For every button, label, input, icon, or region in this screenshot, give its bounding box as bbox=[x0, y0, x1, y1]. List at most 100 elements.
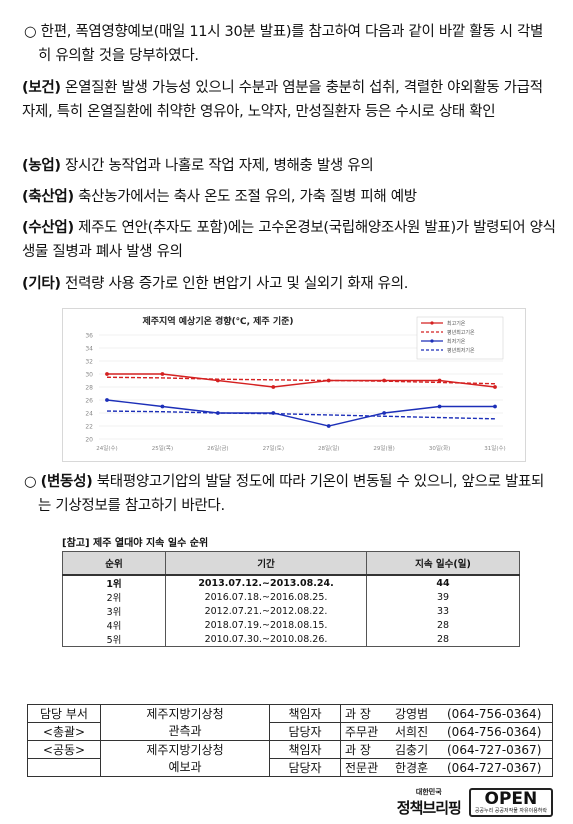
period-cell: 2013.07.12.~2013.08.24. bbox=[165, 575, 367, 590]
period-cell: 2012.07.21.~2012.08.22. bbox=[165, 604, 367, 618]
phone-cell: (064-756-0364) bbox=[443, 722, 553, 741]
phone-cell: (064-756-0364) bbox=[443, 704, 553, 723]
series-line-3 bbox=[106, 410, 496, 420]
table-row: 3위 2012.07.21.~2012.08.22. 33 bbox=[62, 604, 520, 618]
sector-label: (축산업) bbox=[22, 189, 74, 205]
phone-cell: (064-727-0367) bbox=[443, 740, 553, 759]
temperature-chart: 제주지역 예상기온 경향(℃, 제주 기준) 20 22 24 26 28 30 32 34 36… bbox=[62, 308, 526, 462]
period-cell: 2010.07.30.~2010.08.26. bbox=[165, 632, 367, 647]
y-tick-label: 28 bbox=[85, 385, 93, 392]
series-line-0 bbox=[107, 373, 496, 388]
data-point bbox=[437, 378, 442, 383]
logo-small-text: 대한민국 bbox=[415, 787, 442, 796]
period-cell: 2016.07.18.~2016.08.25. bbox=[165, 590, 367, 604]
org-main: 제주지방기상청 관측과 bbox=[100, 704, 270, 741]
org-joint: 제주지방기상청 예보과 bbox=[100, 740, 270, 777]
legend-label: 최고기온 bbox=[447, 320, 466, 327]
series-line-2 bbox=[106, 399, 495, 427]
kogl-open-logo: OPEN 공공누리 공공저작물 자유이용허락 bbox=[468, 787, 553, 817]
table-row: 5위 2010.07.30.~2010.08.26. 28 bbox=[62, 632, 520, 647]
data-point bbox=[493, 404, 497, 409]
contact-row: 담당 부서 제주지방기상청 관측과 책임자 과 장 강영범 (064-756-0… bbox=[27, 704, 553, 741]
sector-label: (보건) bbox=[22, 80, 61, 96]
footer-logos: 대한민국 정책브리핑 OPEN 공공누리 공공저작물 자유이용허락 bbox=[397, 786, 553, 818]
org-joint-line1: 제주지방기상청 bbox=[146, 742, 224, 757]
legend-marker bbox=[430, 321, 434, 325]
chart-title: 제주지역 예상기온 경향(℃, 제주 기준) bbox=[143, 315, 294, 327]
open-text: OPEN bbox=[484, 788, 538, 809]
sector-agriculture: (농업) 장시간 농작업과 나홀로 작업 자제, 병해충 발생 유의 bbox=[22, 154, 557, 178]
y-tick-label: 22 bbox=[85, 424, 93, 431]
contact-table: 담당 부서 제주지방기상청 관측과 책임자 과 장 강영범 (064-756-0… bbox=[27, 704, 553, 777]
legend-label: 최저기온 bbox=[447, 338, 466, 345]
rank-cell: 4위 bbox=[62, 618, 166, 632]
name-cell: 김충기 bbox=[391, 740, 443, 759]
sector-text: 축산농가에서는 축사 온도 조절 유의, 가축 질병 피해 예방 bbox=[78, 189, 417, 205]
title-cell: 과 장 bbox=[340, 740, 391, 759]
policy-briefing-logo: 대한민국 정책브리핑 bbox=[396, 787, 462, 818]
dept-joint: <공동> bbox=[27, 740, 101, 759]
rank-cell: 5위 bbox=[62, 632, 166, 647]
bullet-circle: ○ bbox=[24, 24, 37, 40]
table-header-row: 순위 기간 지속 일수(일) bbox=[62, 551, 520, 576]
variability-label: (변동성) bbox=[40, 474, 93, 490]
y-tick-label: 26 bbox=[85, 398, 93, 405]
name-cell: 강영범 bbox=[391, 704, 443, 723]
logo-big-text: 정책브리핑 bbox=[396, 798, 462, 817]
rank-cell: 2위 bbox=[62, 590, 166, 604]
days-cell: 39 bbox=[366, 590, 520, 604]
x-tick-label: 30일(화) bbox=[429, 444, 450, 452]
open-subtext: 공공누리 공공저작물 자유이용허락 bbox=[474, 807, 547, 814]
data-point bbox=[105, 398, 109, 402]
x-tick-label: 25일(목) bbox=[152, 444, 173, 452]
legend-marker bbox=[430, 339, 434, 343]
series-line-1 bbox=[106, 376, 496, 385]
table-row: 1위 2013.07.12.~2013.08.24. 44 bbox=[62, 575, 520, 590]
variability-paragraph: ○ (변동성) 북태평양고기압의 발달 정도에 따라 기온이 변동될 수 있으니… bbox=[24, 470, 556, 518]
reference-title: [참고] 제주 열대야 지속 일수 순위 bbox=[62, 538, 209, 549]
data-point bbox=[105, 372, 109, 376]
role-cell: 책임자 bbox=[269, 704, 341, 723]
role-cell: 책임자 bbox=[269, 740, 341, 759]
role-cell: 담당자 bbox=[269, 722, 341, 741]
rank-cell: 3위 bbox=[62, 604, 166, 618]
sector-label: (농업) bbox=[22, 158, 61, 174]
contact-row: <공동> 제주지방기상청 예보과 책임자 과 장 김충기 (064-727-03… bbox=[27, 740, 553, 777]
data-point bbox=[382, 411, 387, 415]
table-row: 2위 2016.07.18.~2016.08.25. 39 bbox=[62, 590, 520, 604]
y-tick-label: 20 bbox=[85, 437, 93, 444]
title-cell: 주무관 bbox=[340, 722, 391, 741]
y-tick-label: 36 bbox=[85, 333, 93, 340]
data-point bbox=[160, 372, 165, 376]
org-main-line1: 제주지방기상청 bbox=[146, 706, 224, 721]
legend-label: 평년최저기온 bbox=[447, 347, 475, 354]
sector-health: (보건) 온열질환 발생 가능성 있으니 수분과 염분을 충분히 섭취, 격렬한… bbox=[22, 76, 557, 124]
data-point bbox=[160, 404, 165, 409]
header-days: 지속 일수(일) bbox=[366, 551, 520, 576]
phone-cell: (064-727-0367) bbox=[443, 758, 553, 777]
variability-text: 북태평양고기압의 발달 정도에 따라 기온이 변동될 수 있으니, 앞으로 발표… bbox=[38, 474, 545, 514]
x-tick-label: 26일(금) bbox=[207, 444, 228, 452]
days-cell: 28 bbox=[366, 632, 520, 647]
data-point bbox=[437, 404, 442, 409]
y-tick-label: 34 bbox=[85, 346, 93, 353]
sector-text: 온열질환 발생 가능성 있으니 수분과 염분을 충분히 섭취, 격렬한 야외활동… bbox=[22, 80, 543, 120]
header-period: 기간 bbox=[165, 551, 367, 576]
dept-label: 담당 부서 bbox=[27, 704, 101, 723]
sector-label: (수산업) bbox=[22, 220, 74, 236]
sector-text: 전력량 사용 증가로 인한 변압기 사고 및 실외기 화재 유의. bbox=[65, 276, 409, 292]
days-cell: 33 bbox=[366, 604, 520, 618]
tropical-night-table: 순위 기간 지속 일수(일) 1위 2013.07.12.~2013.08.24… bbox=[62, 551, 520, 647]
x-tick-label: 24일(수) bbox=[96, 444, 117, 452]
name-cell: 서희진 bbox=[391, 722, 443, 741]
data-point bbox=[271, 385, 276, 389]
x-tick-label: 31일(수) bbox=[484, 444, 505, 452]
y-tick-label: 24 bbox=[85, 411, 93, 418]
dept-main: <총괄> bbox=[27, 722, 101, 741]
data-point bbox=[326, 424, 331, 428]
header-rank: 순위 bbox=[62, 551, 166, 576]
contact-row: 담당자 전문관 한경훈 (064-727-0367) bbox=[27, 758, 553, 777]
x-tick-label: 28일(일) bbox=[318, 444, 339, 452]
intro-paragraph: ○ 한편, 폭염영향예보(매일 11시 30분 발표)를 참고하여 다음과 같이… bbox=[24, 20, 556, 68]
empty-cell bbox=[27, 758, 101, 777]
